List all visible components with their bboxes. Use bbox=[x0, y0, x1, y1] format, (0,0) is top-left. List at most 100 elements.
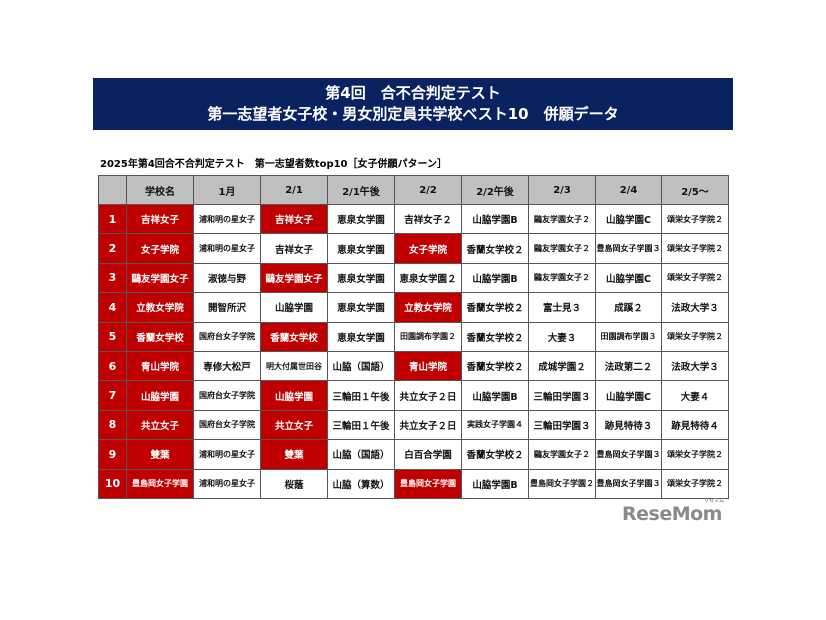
table-row: 5 香蘭女学校 国府台女子学院 香蘭女学校 恵泉女学園 田園調布学園２ 香蘭女学校２ 大妻３ 田… bbox=[98, 321, 729, 352]
exam-cell: 三輪田１午後 bbox=[327, 409, 395, 441]
table-row: 4 立教女学院 開智所沢 山脇学園 恵泉女学園 立教女学院 香蘭女学校２ 富士見３ 成蹊２ 法政大… bbox=[98, 292, 729, 323]
rank-cell: 10 bbox=[98, 468, 127, 499]
exam-cell: 法政大学３ bbox=[661, 350, 729, 382]
exam-cell: 山脇学園B bbox=[461, 203, 529, 235]
column-header: 2/4 bbox=[595, 175, 662, 205]
exam-cell: 山脇（国語） bbox=[327, 350, 395, 382]
school-name-cell: 立教女学院 bbox=[126, 292, 194, 323]
exam-cell: 青山学院 bbox=[394, 350, 462, 382]
exam-cell: 共立女子 bbox=[260, 409, 328, 441]
exam-cell: 鷗友学園女子２ bbox=[528, 233, 596, 264]
table-row: 1 吉祥女子 浦和明の星女子 吉祥女子 恵泉女学園 吉祥女子２ 山脇学園B 鷗友学園女子２ 山脇… bbox=[98, 203, 729, 235]
exam-cell: 淑徳与野 bbox=[193, 262, 261, 294]
exam-cell: 鷗友学園女子２ bbox=[528, 439, 596, 470]
exam-cell: 国府台女子学院 bbox=[193, 321, 261, 352]
exam-cell: 開智所沢 bbox=[193, 292, 261, 323]
exam-cell: 山脇学園B bbox=[461, 262, 529, 294]
rank-cell: 2 bbox=[98, 233, 127, 264]
exam-cell: 豊島岡女子学園 bbox=[394, 468, 462, 499]
exam-cell: 山脇学園C bbox=[595, 380, 662, 411]
exam-cell: 田園調布学園３ bbox=[595, 321, 662, 352]
exam-cell: 頌栄女子学院２ bbox=[661, 439, 729, 470]
exam-cell: 鷗友学園女子 bbox=[260, 262, 328, 294]
exam-cell: 法政第二２ bbox=[595, 350, 662, 382]
exam-cell: 香蘭女学校 bbox=[260, 321, 328, 352]
rank-cell: 1 bbox=[98, 203, 127, 235]
exam-cell: 香蘭女学校２ bbox=[461, 321, 529, 352]
rank-cell: 5 bbox=[98, 321, 127, 352]
school-name-cell: 女子学院 bbox=[126, 233, 194, 264]
exam-cell: 鷗友学園女子２ bbox=[528, 203, 596, 235]
column-header: 2/1午後 bbox=[327, 175, 395, 205]
school-name-cell: 雙葉 bbox=[126, 439, 194, 470]
exam-cell: 山脇学園 bbox=[260, 380, 328, 411]
column-header: 学校名 bbox=[126, 175, 194, 205]
table-row: 9 雙葉 浦和明の星女子 雙葉 山脇（国語） 白百合学園 香蘭女学校２ 鷗友学園女子２ 豊島岡女… bbox=[98, 439, 729, 470]
exam-cell: 実践女子学園４ bbox=[461, 409, 529, 441]
table-row: 10 豊島岡女子学園 浦和明の星女子 桜蔭 山脇（算数） 豊島岡女子学園 山脇学園B 豊島岡女… bbox=[98, 468, 729, 499]
column-header: 2/5～ bbox=[661, 175, 729, 205]
exam-cell: 共立女子２日 bbox=[394, 409, 462, 441]
exam-cell: 鷗友学園女子２ bbox=[528, 262, 596, 294]
exam-cell: 浦和明の星女子 bbox=[193, 233, 261, 264]
column-header: 2/3 bbox=[528, 175, 596, 205]
resemom-logo: ReseMom リセマム bbox=[622, 498, 724, 525]
exam-cell: 法政大学３ bbox=[661, 292, 729, 323]
exam-cell: 三輪田学園３ bbox=[528, 380, 596, 411]
exam-cell: 成城学園２ bbox=[528, 350, 596, 382]
exam-cell: 浦和明の星女子 bbox=[193, 203, 261, 235]
exam-cell: 恵泉女学園 bbox=[327, 262, 395, 294]
exam-cell: 山脇学園 bbox=[260, 292, 328, 323]
exam-cell: 頌栄女子学院２ bbox=[661, 468, 729, 499]
exam-cell: 山脇学園B bbox=[461, 468, 529, 499]
exam-cell: 山脇学園C bbox=[595, 262, 662, 294]
exam-cell: 大妻３ bbox=[528, 321, 596, 352]
exam-cell: 恵泉女学園 bbox=[327, 203, 395, 235]
exam-cell: 頌栄女子学院２ bbox=[661, 262, 729, 294]
exam-cell: 跡見特待３ bbox=[595, 409, 662, 441]
combination-table: 学校名 1月 2/1 2/1午後 2/2 2/2午後 2/3 2/4 2/5～ 1 吉祥女子 浦和明… bbox=[98, 175, 729, 499]
exam-cell: 香蘭女学校２ bbox=[461, 292, 529, 323]
table-header-row: 学校名 1月 2/1 2/1午後 2/2 2/2午後 2/3 2/4 2/5～ bbox=[98, 175, 729, 205]
exam-cell: 香蘭女学校２ bbox=[461, 233, 529, 264]
column-header: 2/2 bbox=[394, 175, 462, 205]
school-name-cell: 共立女子 bbox=[126, 409, 194, 441]
exam-cell: 恵泉女学園 bbox=[327, 321, 395, 352]
exam-cell: 国府台女子学院 bbox=[193, 409, 261, 441]
exam-cell: 頌栄女子学院２ bbox=[661, 321, 729, 352]
exam-cell: 吉祥女子２ bbox=[394, 203, 462, 235]
rank-cell: 8 bbox=[98, 409, 127, 441]
rank-cell: 4 bbox=[98, 292, 127, 323]
table-row: 3 鷗友学園女子 淑徳与野 鷗友学園女子 恵泉女学園 恵泉女学園２ 山脇学園B 鷗友学園女子２… bbox=[98, 262, 729, 294]
title-banner: 第4回 合不合判定テスト 第一志望者女子校・男女別定員共学校ベスト10 併願デー… bbox=[93, 78, 733, 130]
exam-cell: 頌栄女子学院２ bbox=[661, 233, 729, 264]
table-row: 7 山脇学園 国府台女子学院 山脇学園 三輪田１午後 共立女子２日 山脇学園B 三輪田学園３ 山… bbox=[98, 380, 729, 411]
exam-cell: 大妻４ bbox=[661, 380, 729, 411]
exam-cell: 頌栄女子学院２ bbox=[661, 203, 729, 235]
exam-cell: 恵泉女学園 bbox=[327, 292, 395, 323]
rank-cell: 7 bbox=[98, 380, 127, 411]
exam-cell: 跡見特待４ bbox=[661, 409, 729, 441]
exam-cell: 恵泉女学園２ bbox=[394, 262, 462, 294]
column-header: 2/2午後 bbox=[461, 175, 529, 205]
exam-cell: 香蘭女学校２ bbox=[461, 350, 529, 382]
exam-cell: 山脇学園C bbox=[595, 203, 662, 235]
exam-cell: 立教女学院 bbox=[394, 292, 462, 323]
school-name-cell: 吉祥女子 bbox=[126, 203, 194, 235]
exam-cell: 女子学院 bbox=[394, 233, 462, 264]
exam-cell: 三輪田１午後 bbox=[327, 380, 395, 411]
exam-cell: 香蘭女学校２ bbox=[461, 439, 529, 470]
column-header: 2/1 bbox=[260, 175, 328, 205]
column-header bbox=[98, 175, 127, 205]
title-line-1: 第4回 合不合判定テスト bbox=[325, 84, 501, 102]
exam-cell: 富士見３ bbox=[528, 292, 596, 323]
exam-cell: 豊島岡女子学園３ bbox=[595, 233, 662, 264]
school-name-cell: 山脇学園 bbox=[126, 380, 194, 411]
exam-cell: 豊島岡女子学園３ bbox=[595, 439, 662, 470]
table-row: 8 共立女子 国府台女子学院 共立女子 三輪田１午後 共立女子２日 実践女子学園４ 三輪田学園… bbox=[98, 409, 729, 441]
exam-cell: 山脇（算数） bbox=[327, 468, 395, 499]
column-header: 1月 bbox=[193, 175, 261, 205]
rank-cell: 9 bbox=[98, 439, 127, 470]
exam-cell: 浦和明の星女子 bbox=[193, 439, 261, 470]
rank-cell: 6 bbox=[98, 350, 127, 382]
